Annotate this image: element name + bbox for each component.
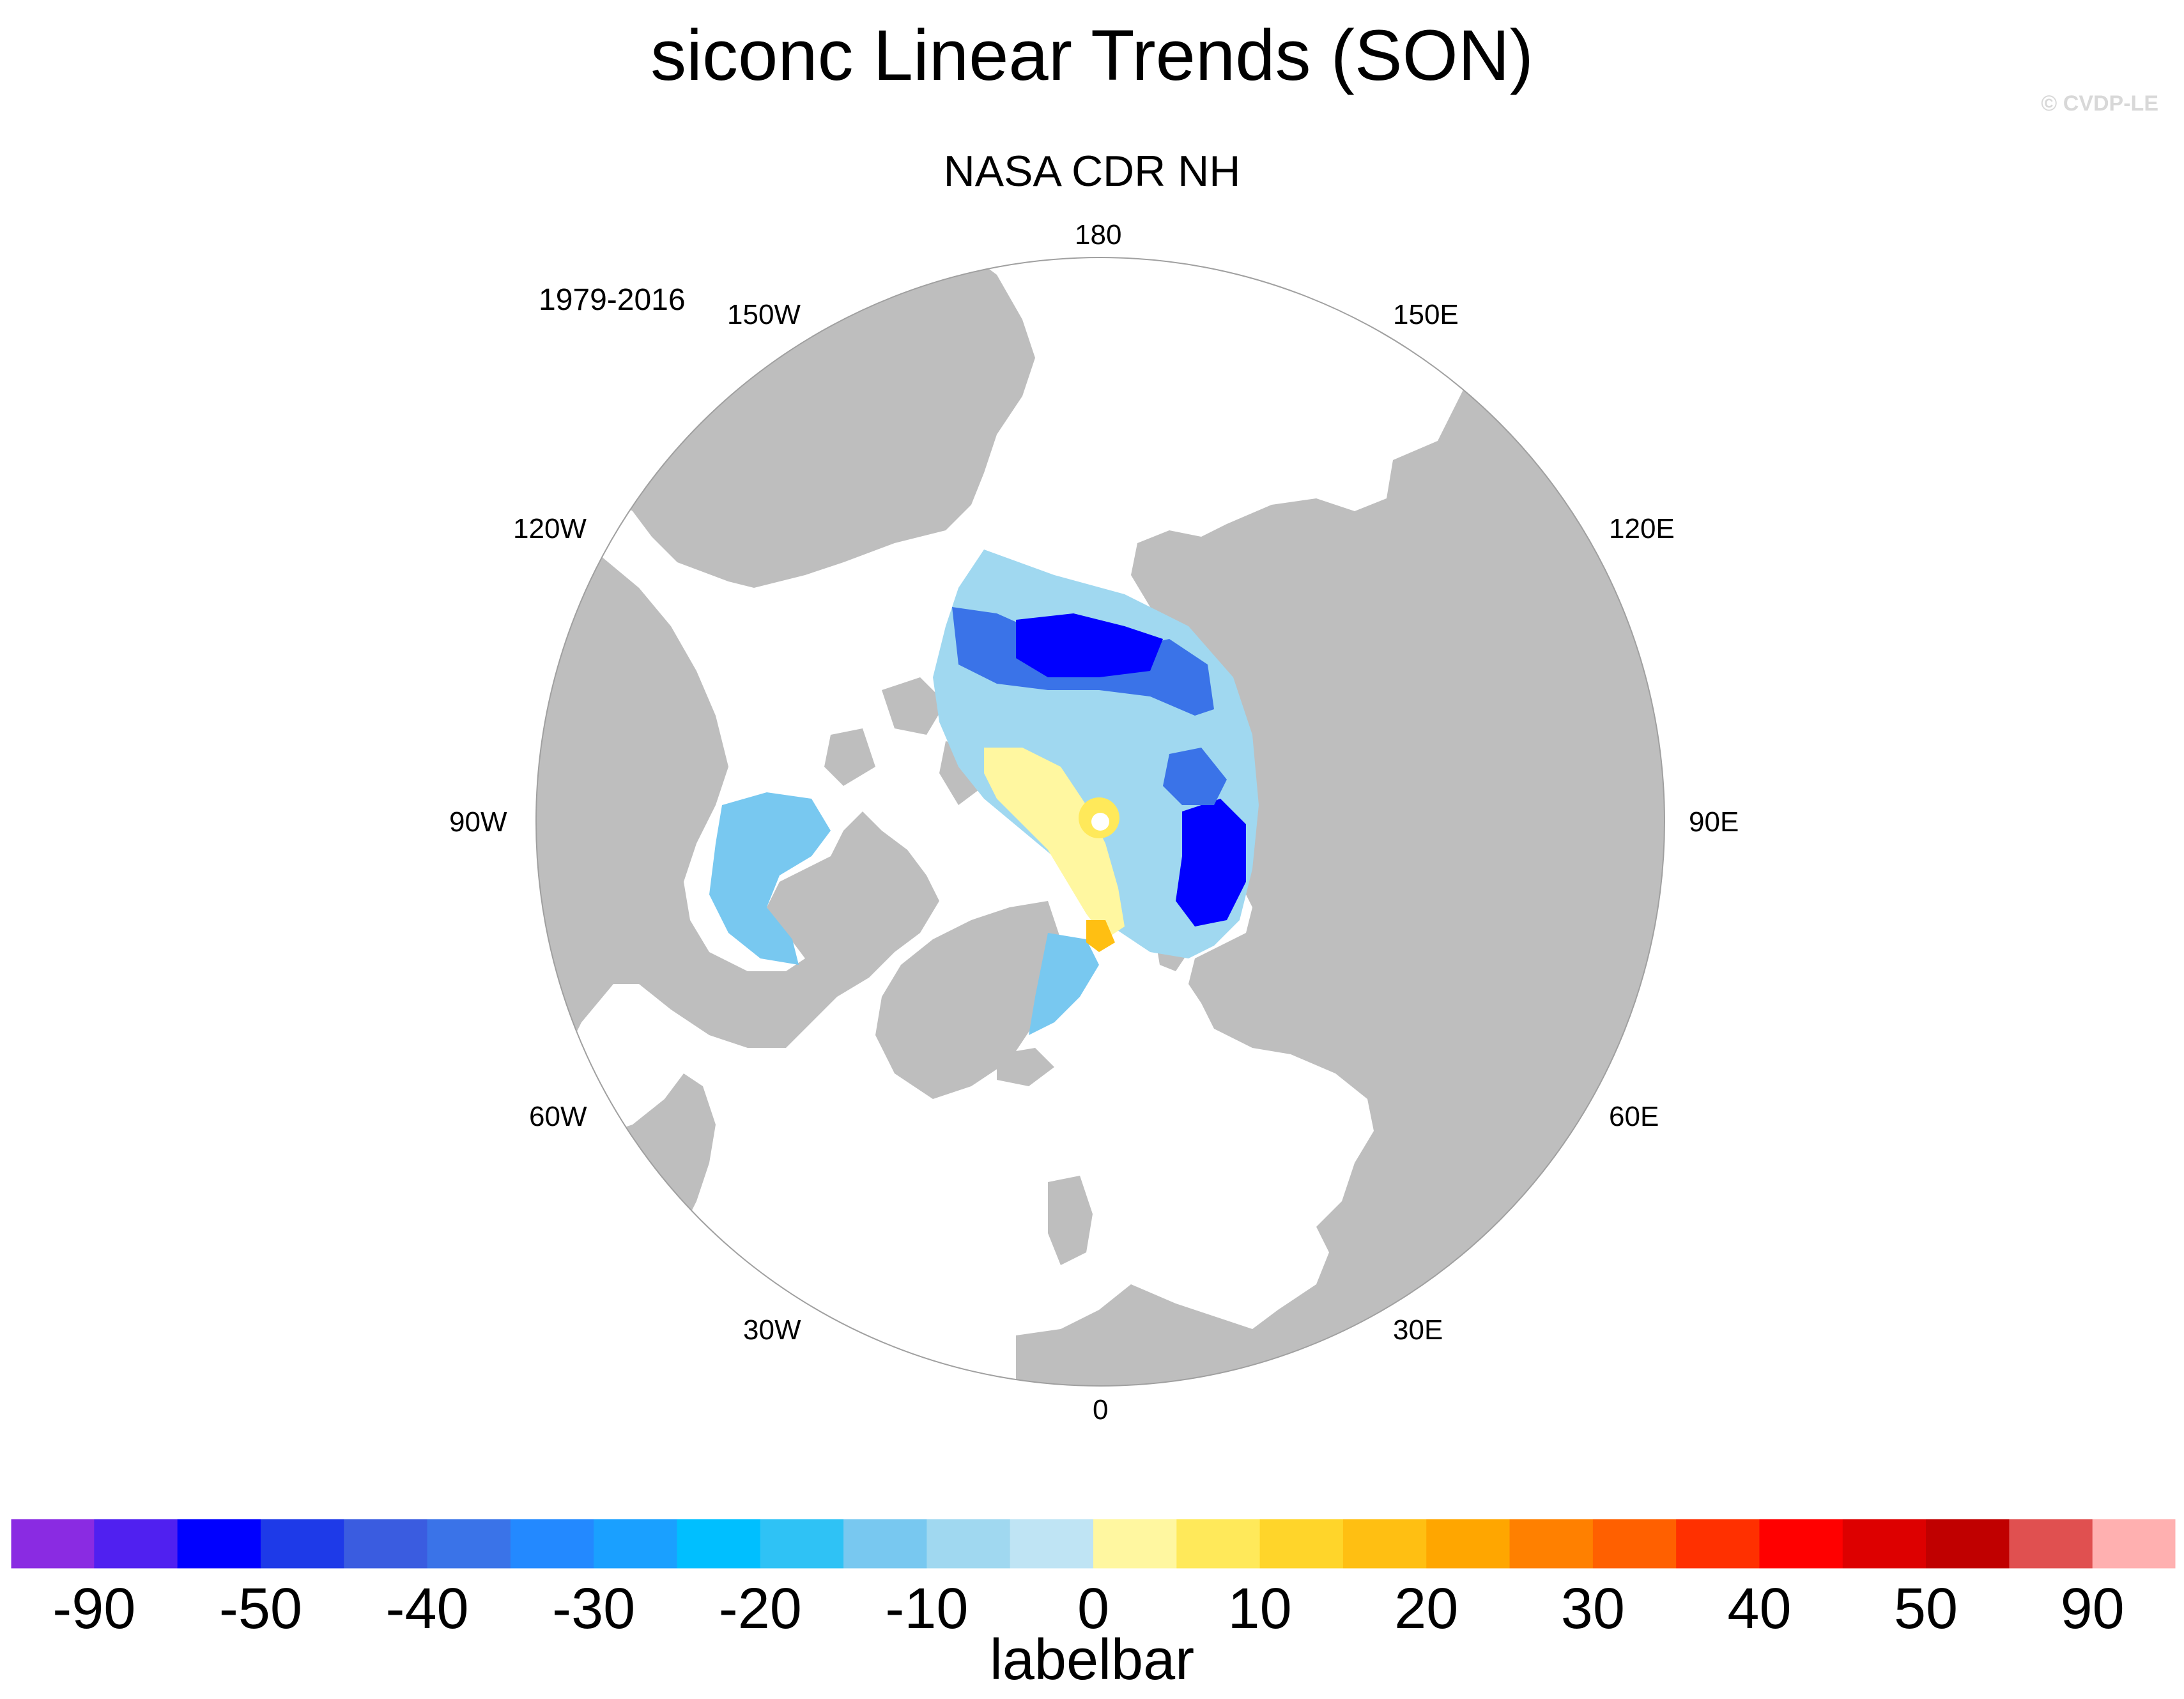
labelbar-box <box>1093 1519 1177 1569</box>
labelbar-tick-label: 90 <box>2060 1577 2125 1641</box>
labelbar-box <box>1259 1519 1344 1569</box>
labelbar-box <box>1509 1519 1594 1569</box>
labelbar-tick-label: -20 <box>718 1577 802 1641</box>
land-iceland <box>997 1048 1054 1086</box>
labelbar-tick-label: -40 <box>385 1577 469 1641</box>
labelbar-tick-label: 20 <box>1394 1577 1459 1641</box>
trend-shade-yellow <box>984 748 1125 939</box>
labelbar-box <box>2092 1519 2176 1569</box>
land-british-isles <box>1048 1176 1093 1265</box>
labelbar-frame <box>10 1518 2176 1569</box>
labelbar-box <box>1842 1519 1926 1569</box>
labelbar-title: labelbar <box>989 1628 1195 1692</box>
labelbar-tick-label: 50 <box>1894 1577 1958 1641</box>
labelbar-box <box>760 1519 844 1569</box>
labelbar-box <box>677 1519 761 1569</box>
lon-label-90e: 90E <box>1689 806 1739 838</box>
labelbar-box <box>927 1519 1011 1569</box>
labelbar-box <box>427 1519 511 1569</box>
labelbar-tick-label: 0 <box>1077 1577 1110 1641</box>
lon-label-60w: 60W <box>529 1101 587 1132</box>
lon-label-30w: 30W <box>743 1314 801 1346</box>
panel-subtitle: NASA CDR NH <box>943 147 1241 196</box>
period-label: 1979-2016 <box>539 283 686 317</box>
labelbar-tick-label: 30 <box>1560 1577 1625 1641</box>
labelbar-tick-label: 40 <box>1727 1577 1792 1641</box>
labelbar-tick-label: -90 <box>52 1577 136 1641</box>
lon-label-150w: 150W <box>727 299 801 330</box>
lon-label-30e: 30E <box>1393 1314 1443 1346</box>
pole-hole <box>1091 813 1109 831</box>
labelbar-boxes <box>10 1518 2176 1569</box>
map-border <box>535 257 1665 1387</box>
labelbar-box <box>1926 1519 2010 1569</box>
labelbar-tick-label: -30 <box>552 1577 636 1641</box>
lon-label-120w: 120W <box>513 513 587 544</box>
labelbar-box <box>843 1519 927 1569</box>
labelbar-box <box>1342 1519 1427 1569</box>
labelbar-box <box>1426 1519 1511 1569</box>
trend-shade-beaufort-deep <box>1016 613 1163 677</box>
labelbar-tick-label: 10 <box>1227 1577 1292 1641</box>
trend-shade-greenland-sea <box>1029 933 1099 1035</box>
land-arctic-islands-1 <box>882 677 946 735</box>
trend-shade-barents-deep <box>1176 799 1246 926</box>
land-canada-west <box>536 511 939 1125</box>
labelbar-box <box>1759 1519 1843 1569</box>
figure-title: siconc Linear Trends (SON) <box>650 15 1534 95</box>
labelbar-tick-label: -10 <box>885 1577 969 1641</box>
lon-label-120e: 120E <box>1609 513 1675 544</box>
labelbar-box <box>260 1519 344 1569</box>
land-eurasia <box>1016 258 1665 1386</box>
labelbar-box <box>1676 1519 1760 1569</box>
trend-shade-orange <box>1086 920 1115 952</box>
lon-label-0: 0 <box>1093 1394 1109 1426</box>
labelbar-box <box>177 1519 261 1569</box>
labelbar-box <box>11 1519 95 1569</box>
labelbar-box <box>2009 1519 2093 1569</box>
land-arctic-islands-2 <box>824 728 875 786</box>
lon-label-60e: 60E <box>1609 1101 1659 1132</box>
trend-shade-kara <box>1163 748 1227 805</box>
lon-label-90w: 90W <box>449 806 507 838</box>
labelbar-box <box>510 1519 594 1569</box>
trend-field <box>709 550 1259 1035</box>
trend-shade-canadian <box>709 792 831 965</box>
labelbar-box <box>594 1519 677 1569</box>
labelbar-box <box>94 1519 178 1569</box>
labelbar-box <box>344 1519 428 1569</box>
labelbar-box <box>1176 1519 1261 1569</box>
lon-label-150e: 150E <box>1393 299 1459 330</box>
labelbar-box <box>1010 1519 1094 1569</box>
labelbar-tick-label: -50 <box>219 1577 302 1641</box>
land-greenland <box>875 901 1061 1099</box>
land-scandinavia-gap <box>1188 1086 1252 1214</box>
credit-label: © CVDP-LE <box>2041 91 2158 116</box>
lon-label-180: 180 <box>1075 219 1122 250</box>
labelbar-box <box>1592 1519 1677 1569</box>
